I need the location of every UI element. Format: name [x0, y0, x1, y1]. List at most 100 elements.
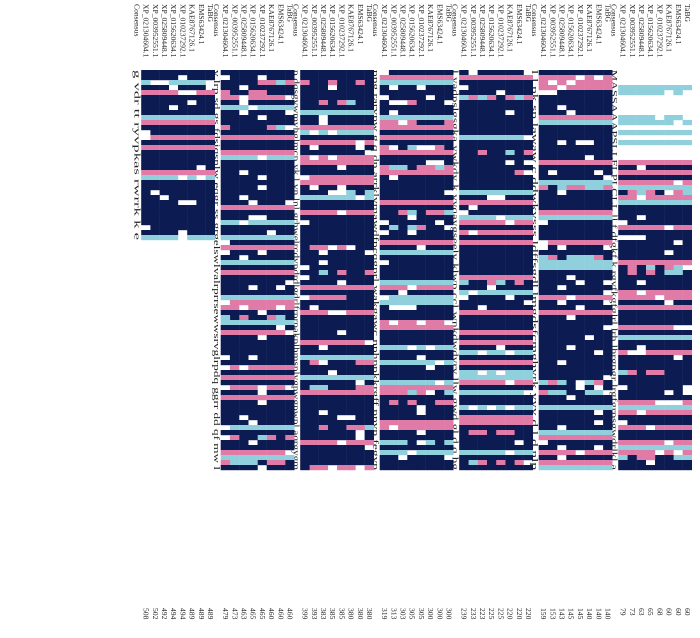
residue-cell	[486, 90, 497, 96]
residue-cell	[505, 250, 515, 256]
residue-cell	[141, 220, 151, 226]
residue-cell	[248, 255, 258, 261]
residue-cell	[538, 310, 549, 316]
residue-cell	[425, 200, 436, 206]
residue-cell	[603, 335, 613, 341]
residue-cell	[477, 155, 487, 161]
residue-cell	[636, 370, 646, 376]
residue-cell	[257, 70, 267, 76]
residue-cell	[229, 425, 240, 431]
residue-cell	[523, 395, 533, 401]
residue-cell	[682, 345, 692, 351]
residue-cell	[636, 115, 646, 121]
residue-cell	[398, 440, 408, 446]
residue-cell	[159, 75, 169, 81]
residue-cell	[593, 110, 604, 116]
residue-cell	[239, 390, 249, 396]
residue-cell	[425, 140, 436, 146]
residue-cell	[477, 355, 487, 361]
residue-cell	[584, 295, 595, 301]
residue-cell	[477, 425, 487, 431]
residue-cell	[379, 250, 390, 256]
residue-cell	[505, 370, 515, 376]
residue-cell	[557, 325, 567, 331]
residue-cell	[575, 315, 585, 321]
residue-cell	[603, 170, 613, 176]
residue-cell	[285, 170, 295, 176]
residue-cell	[477, 400, 487, 406]
residue-cell	[257, 255, 267, 261]
residue-cell	[593, 305, 604, 311]
residue-cell	[603, 410, 613, 416]
residue-cell	[557, 450, 567, 456]
residue-cell	[327, 435, 338, 441]
residue-cell	[486, 390, 497, 396]
residue-cell	[266, 265, 277, 271]
residue-cell	[495, 250, 506, 256]
residue-cell	[364, 165, 374, 171]
residue-cell	[603, 195, 613, 201]
residue-cell	[627, 460, 637, 466]
residue-cell	[538, 260, 549, 266]
residue-cell	[196, 110, 206, 116]
residue-cell	[407, 120, 417, 126]
residue-cell	[495, 365, 506, 371]
residue-cell	[388, 245, 399, 251]
residue-cell	[379, 75, 390, 81]
residue-cell	[300, 165, 310, 171]
residue-cell	[593, 235, 604, 241]
residue-cell	[364, 435, 374, 441]
residue-cell	[673, 380, 683, 386]
residue-cell	[459, 115, 469, 121]
residue-cell	[593, 180, 604, 186]
residue-cell	[285, 195, 295, 201]
residue-cell	[364, 225, 374, 231]
residue-cell	[309, 135, 319, 141]
residue-cell	[584, 90, 595, 96]
residue-cell	[425, 205, 436, 211]
residue-cell	[355, 130, 365, 136]
residue-cell	[575, 270, 585, 276]
position-number: 300	[435, 608, 444, 620]
position-number: 225	[496, 608, 505, 620]
residue-cell	[309, 325, 319, 331]
residue-cell	[618, 390, 628, 396]
residue-cell	[416, 215, 426, 221]
residue-cell	[275, 220, 286, 226]
residue-cell	[477, 440, 487, 446]
residue-cell	[379, 135, 390, 141]
residue-cell	[248, 465, 258, 471]
residue-cell	[187, 225, 197, 231]
residue-cell	[538, 110, 549, 116]
residue-cell	[416, 330, 426, 336]
residue-cell	[459, 250, 469, 256]
residue-cell	[229, 440, 240, 446]
position-number: 140	[604, 608, 613, 620]
residue-cell	[266, 275, 277, 281]
residue-cell	[309, 460, 319, 466]
residue-cell	[275, 135, 286, 141]
residue-cell	[459, 435, 469, 441]
residue-cell	[416, 155, 426, 161]
sequence-name: XP_025809448.1	[240, 4, 249, 58]
residue-cell	[239, 240, 249, 246]
residue-cell	[434, 290, 445, 296]
residue-cell	[486, 235, 497, 241]
residue-cell	[327, 110, 338, 116]
residue-cell	[398, 160, 408, 166]
residue-cell	[327, 455, 338, 461]
residue-cell	[266, 355, 277, 361]
residue-cell	[407, 75, 417, 81]
residue-cell	[346, 320, 356, 326]
residue-cell	[336, 435, 347, 441]
residue-cell	[266, 405, 277, 411]
residue-cell	[229, 240, 240, 246]
residue-cell	[257, 85, 267, 91]
residue-cell	[459, 305, 469, 311]
residue-cell	[266, 270, 277, 276]
residue-cell	[425, 400, 436, 406]
residue-cell	[655, 435, 665, 441]
residue-cell	[309, 390, 319, 396]
residue-cell	[300, 110, 310, 116]
residue-cell	[584, 395, 595, 401]
